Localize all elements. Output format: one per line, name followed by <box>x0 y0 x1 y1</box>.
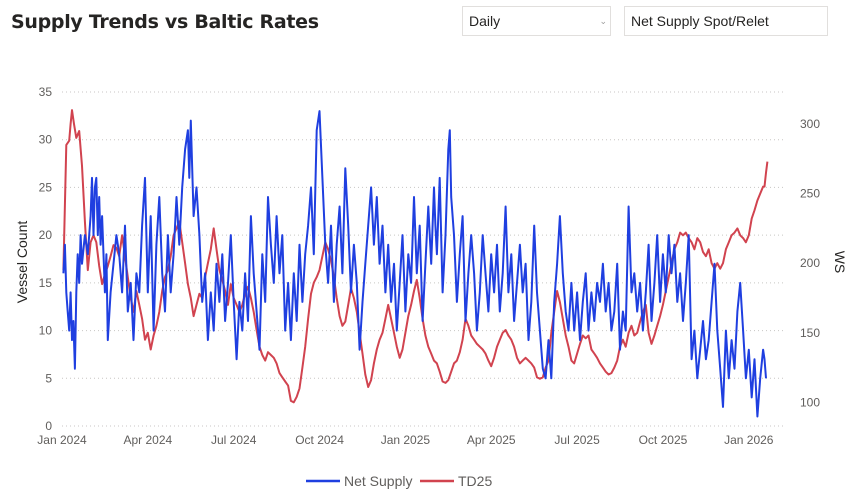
series-lines <box>62 109 769 418</box>
x-tick-label: Jan 2025 <box>381 433 431 447</box>
y-tick-label: 25 <box>39 180 53 194</box>
chevron-down-icon: ⌄ <box>599 16 607 26</box>
x-tick-label: Oct 2025 <box>639 433 688 447</box>
legend: Net Supply TD25 <box>306 473 492 489</box>
frequency-dropdown[interactable]: Daily ⌄ <box>462 6 611 36</box>
y2-tick-label: 300 <box>800 117 820 131</box>
y2-tick-label: 200 <box>800 256 820 270</box>
y-tick-label: 10 <box>39 324 53 338</box>
y-tick-label: 15 <box>39 276 53 290</box>
y-axis-ticks: 0 5 10 15 20 25 30 35 <box>39 85 53 433</box>
y2-axis-ticks: 100 150 200 250 300 <box>800 117 820 409</box>
page-title: Supply Trends vs Baltic Rates <box>11 11 319 33</box>
legend-label: TD25 <box>458 473 492 489</box>
y2-tick-label: 150 <box>800 326 820 340</box>
x-tick-label: Apr 2025 <box>467 433 516 447</box>
y2-tick-label: 100 <box>800 395 820 409</box>
series-line-net-supply <box>62 110 767 418</box>
x-axis-ticks: Jan 2024 Apr 2024 Jul 2024 Oct 2024 Jan 2025… <box>37 433 774 447</box>
y-tick-label: 30 <box>39 133 53 147</box>
y-tick-label: 35 <box>39 85 53 99</box>
y-tick-label: 0 <box>45 419 52 433</box>
y-tick-label: 5 <box>45 371 52 385</box>
series-dropdown[interactable]: Net Supply Spot/Relet <box>624 6 828 36</box>
x-tick-label: Jan 2026 <box>724 433 774 447</box>
y2-axis-title: WS <box>832 251 848 274</box>
x-tick-label: Oct 2024 <box>295 433 344 447</box>
x-tick-label: Jul 2025 <box>554 433 600 447</box>
y-tick-label: 20 <box>39 228 53 242</box>
x-tick-label: Jan 2024 <box>37 433 87 447</box>
x-tick-label: Jul 2024 <box>211 433 257 447</box>
x-tick-label: Apr 2024 <box>123 433 172 447</box>
series-dropdown-value: Net Supply Spot/Relet <box>631 13 769 29</box>
legend-label: Net Supply <box>344 473 412 489</box>
y-axis-title: Vessel Count <box>14 221 30 304</box>
frequency-dropdown-value: Daily <box>469 13 501 29</box>
y2-tick-label: 250 <box>800 187 820 201</box>
